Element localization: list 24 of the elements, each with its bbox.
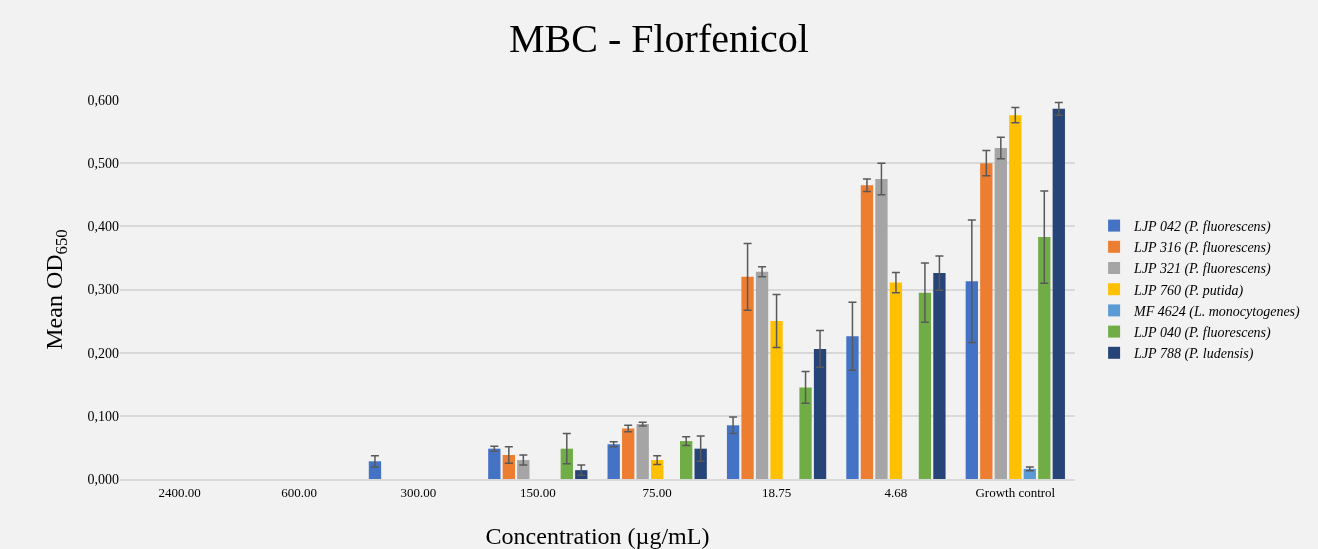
y-tick-label: 0,000 (87, 471, 119, 487)
y-tick-label: 0,400 (87, 219, 119, 235)
x-axis-title: Concentration (µg/mL) (485, 523, 710, 549)
chart-title: MBC - Florfenicol (509, 16, 809, 62)
x-tick-label: 300.00 (400, 484, 437, 500)
y-tick-label: 0,500 (87, 156, 119, 172)
legend-label: LJP 042 (P. fluorescens) (1133, 219, 1272, 236)
x-tick-label: 4.68 (884, 484, 908, 500)
legend-label: LJP 321 (P. fluorescens) (1133, 261, 1272, 278)
x-tick-label: 75.00 (642, 484, 672, 500)
y-tick-label: 0,200 (87, 345, 119, 361)
x-tick-label: 2400.00 (158, 484, 201, 500)
y-tick-label: 0,600 (87, 92, 119, 108)
legend-label: MF 4624 (L. monocytogenes) (1133, 303, 1301, 320)
y-tick-label: 0,300 (87, 282, 119, 298)
legend-label: LJP 788 (P. ludensis) (1133, 346, 1254, 363)
legend-label: LJP 760 (P. putida) (1133, 282, 1244, 299)
legend-label: LJP 040 (P. fluorescens) (1133, 325, 1272, 342)
x-tick-label: Growth control (975, 484, 1056, 500)
x-tick-label: 18.75 (761, 484, 792, 500)
x-tick-label: 150.00 (519, 484, 556, 500)
legend-label: LJP 316 (P. fluorescens) (1133, 240, 1272, 257)
x-tick-label: 600.00 (281, 484, 317, 500)
y-tick-label: 0,100 (87, 408, 119, 424)
